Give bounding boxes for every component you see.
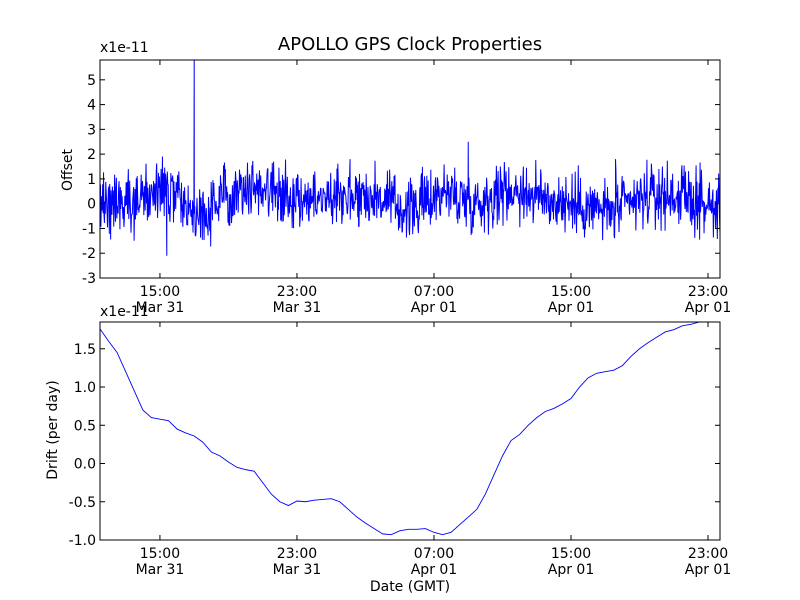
x-tick-label-date: Mar 31: [136, 300, 185, 316]
drift-series-line: [100, 322, 705, 536]
y-tick-label: 5: [87, 73, 96, 89]
y-tick-label: 2: [87, 147, 96, 163]
y-tick-label: -2: [82, 246, 96, 262]
y-tick-label: 0.5: [74, 418, 96, 434]
offset-series-line: [100, 60, 720, 256]
y-tick-label: 3: [87, 122, 96, 138]
x-tick-label-date: Apr 01: [548, 300, 594, 316]
y-tick-label: 1: [87, 172, 96, 188]
plot-frame: [99, 59, 721, 279]
x-tick-label-date: Mar 31: [273, 300, 322, 316]
x-tick-label-time: 23:00: [277, 546, 317, 562]
chart-title: APOLLO GPS Clock Properties: [278, 34, 542, 55]
x-tick-label-date: Mar 31: [273, 562, 322, 578]
x-tick-label-time: 15:00: [140, 284, 180, 300]
y-tick-label: 1.5: [74, 342, 96, 358]
y-tick-label: 0.0: [74, 457, 96, 473]
drift-panel: x1e-11 Drift (per day) Date (GMT) -1.0 -0…: [45, 304, 731, 595]
x-tick-label-date: Apr 01: [548, 562, 594, 578]
x-tick-label-date: Apr 01: [685, 562, 731, 578]
y-tick-label: -0.5: [69, 495, 96, 511]
y-tick-label: -1.0: [69, 533, 96, 549]
offset-y-axis-label: Offset: [60, 148, 76, 191]
x-tick-label-time: 15:00: [551, 546, 591, 562]
x-tick-label-time: 23:00: [688, 546, 728, 562]
x-tick-label-date: Mar 31: [136, 562, 185, 578]
y-tick-label: -3: [82, 271, 96, 287]
x-tick-label-date: Apr 01: [411, 300, 457, 316]
x-tick-label-date: Apr 01: [685, 300, 731, 316]
x-tick-label-date: Apr 01: [411, 562, 457, 578]
drift-scale-label: x1e-11: [100, 304, 149, 320]
x-tick-label-time: 15:00: [551, 284, 591, 300]
y-tick-label: 4: [87, 98, 96, 114]
x-tick-label-time: 23:00: [688, 284, 728, 300]
drift-y-axis-label: Drift (per day): [45, 380, 61, 479]
y-tick-label: 0: [87, 197, 96, 213]
x-tick-label-time: 23:00: [277, 284, 317, 300]
y-tick-label: 1.0: [74, 380, 96, 396]
x-tick-label-time: 07:00: [414, 284, 454, 300]
y-tick-label: -1: [82, 221, 96, 237]
x-tick-label-time: 15:00: [140, 546, 180, 562]
offset-scale-label: x1e-11: [100, 40, 149, 56]
x-tick-label-time: 07:00: [414, 546, 454, 562]
drift-x-axis-label: Date (GMT): [370, 579, 450, 595]
plot-frame: [99, 321, 721, 541]
